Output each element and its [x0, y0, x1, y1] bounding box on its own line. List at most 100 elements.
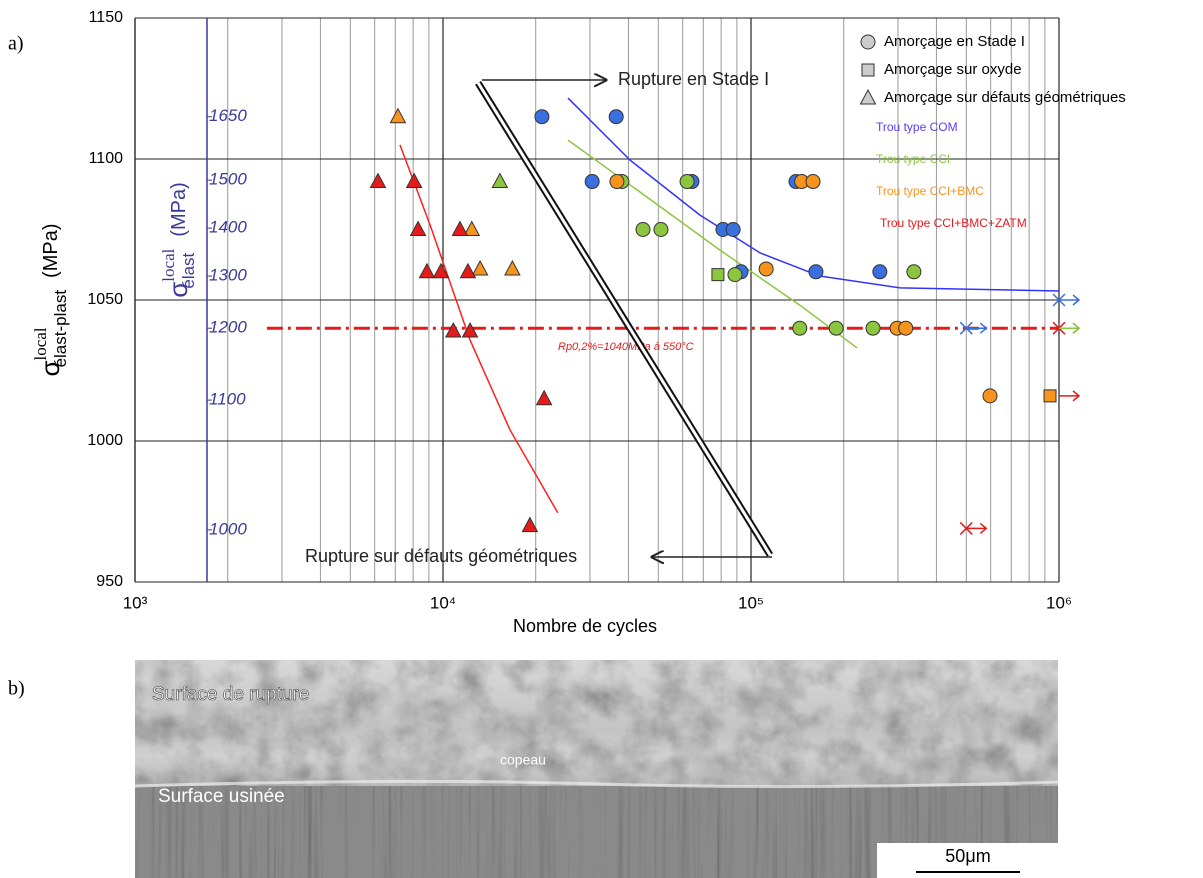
point	[711, 268, 725, 282]
x-tick-label: 10³	[123, 593, 148, 612]
legend: Amorçage en Stade I Amorçage sur oxyde Amo…	[859, 33, 1126, 230]
y2-tick-label: 1500	[209, 170, 247, 189]
runout-arrow	[1059, 322, 1081, 334]
y-tick-label: 1050	[87, 291, 123, 308]
x-tick-label: 10⁶	[1046, 593, 1072, 612]
scale-bar-label: 50μm	[945, 846, 990, 866]
plot: Rp0,2%=1040MPa à 550°C	[266, 81, 1081, 557]
boundary-line-inner	[476, 82, 772, 556]
point	[1043, 389, 1057, 403]
y2-tick-label: 1200	[209, 318, 247, 337]
point	[982, 388, 998, 404]
y-title-symbol: σ	[35, 360, 65, 376]
edge	[134, 779, 1059, 789]
point	[865, 320, 881, 336]
legend-label: Trou type CCI+BMC+ZATM	[880, 216, 1027, 230]
annotation: Rupture sur défauts géométriques	[305, 546, 577, 566]
point	[727, 267, 743, 283]
runout-arrow	[966, 322, 988, 334]
point	[491, 172, 509, 189]
y2-tick-label: 1000	[209, 519, 247, 538]
legend-label: Amorçage sur défauts géométriques	[884, 89, 1126, 106]
micrograph-label: Surface de rupture	[152, 684, 309, 705]
fit-line	[399, 144, 559, 514]
y-title-sub: élast-plast	[51, 290, 70, 368]
y-title-sup: local	[31, 327, 50, 360]
point	[872, 264, 888, 280]
legend-label: Amorçage en Stade I	[884, 33, 1025, 50]
panel-label: a)	[8, 33, 24, 55]
grid: 10³ 10⁴ 10⁵ 10⁶ 950 1000 1050 1100 1150 1650 1500 1…	[87, 9, 1072, 612]
point	[463, 220, 481, 236]
point	[504, 259, 521, 276]
y2-tick-label: 1650	[209, 106, 247, 125]
y2-title-unit: (MPa)	[168, 182, 190, 236]
micrograph: Surface de rupture copeau Surface usinée…	[134, 660, 1059, 878]
point	[451, 220, 469, 236]
point	[444, 321, 462, 338]
point	[534, 109, 550, 125]
point	[418, 262, 436, 279]
fit-line	[567, 97, 1060, 292]
point	[459, 262, 477, 279]
y-tick-label: 1150	[89, 9, 124, 26]
runout-arrow	[1059, 294, 1081, 306]
y-tick-label: 950	[96, 573, 123, 590]
y-tick-label: 1000	[87, 432, 123, 449]
y2-axis-title: σlocalélast (MPa)	[159, 182, 199, 297]
y2-title-sub: élast	[179, 252, 198, 288]
y2-tick-label: 1400	[209, 218, 247, 237]
legend-marker	[859, 88, 877, 105]
point	[805, 174, 821, 190]
point	[725, 222, 741, 237]
x-tick-label: 10⁴	[430, 593, 456, 612]
point	[609, 174, 625, 190]
legend-label: Trou type CCI	[876, 152, 950, 166]
legend-marker	[860, 34, 876, 50]
y2-title-symbol: σ	[163, 282, 193, 298]
point	[679, 174, 695, 190]
point	[389, 107, 407, 124]
legend-marker	[861, 63, 875, 77]
x-tick-label: 10⁵	[738, 593, 764, 612]
point	[535, 389, 553, 406]
legend-label: Trou type COM	[876, 120, 958, 134]
y-tick-label: 1100	[89, 150, 124, 167]
micrograph-label: Surface usinée	[158, 786, 285, 807]
point	[521, 516, 539, 533]
point	[792, 320, 808, 336]
y-title-unit: (MPa)	[40, 223, 62, 277]
point	[758, 261, 774, 277]
point	[409, 220, 427, 236]
runout-arrow	[1059, 390, 1081, 402]
legend-label: Trou type CCI+BMC	[876, 184, 984, 198]
y-axis-title: σlocalélast-plast (MPa)	[31, 223, 71, 376]
micrograph-label: copeau	[500, 752, 546, 768]
reference-label: Rp0,2%=1040MPa à 550°C	[558, 341, 694, 353]
point	[635, 222, 651, 237]
point	[471, 259, 489, 276]
runout-arrow	[966, 522, 988, 534]
point	[369, 172, 387, 189]
point	[898, 320, 914, 336]
y2-tick-label: 1300	[209, 266, 247, 285]
point	[828, 320, 844, 336]
point	[808, 264, 824, 280]
point	[584, 174, 600, 190]
point	[653, 222, 669, 237]
y2-tick-label: 1100	[209, 390, 246, 409]
annotation: Rupture en Stade I	[618, 69, 769, 89]
fracture-surface	[135, 660, 1058, 788]
x-axis-title: Nombre de cycles	[513, 616, 657, 636]
legend-label: Amorçage sur oxyde	[884, 61, 1022, 78]
point	[432, 262, 450, 279]
point	[405, 172, 423, 189]
point	[461, 321, 479, 338]
panel-label: b)	[8, 678, 25, 700]
point	[906, 264, 922, 280]
y2-title-sup: local	[159, 248, 178, 281]
fit-line	[567, 139, 858, 349]
point	[608, 109, 624, 125]
